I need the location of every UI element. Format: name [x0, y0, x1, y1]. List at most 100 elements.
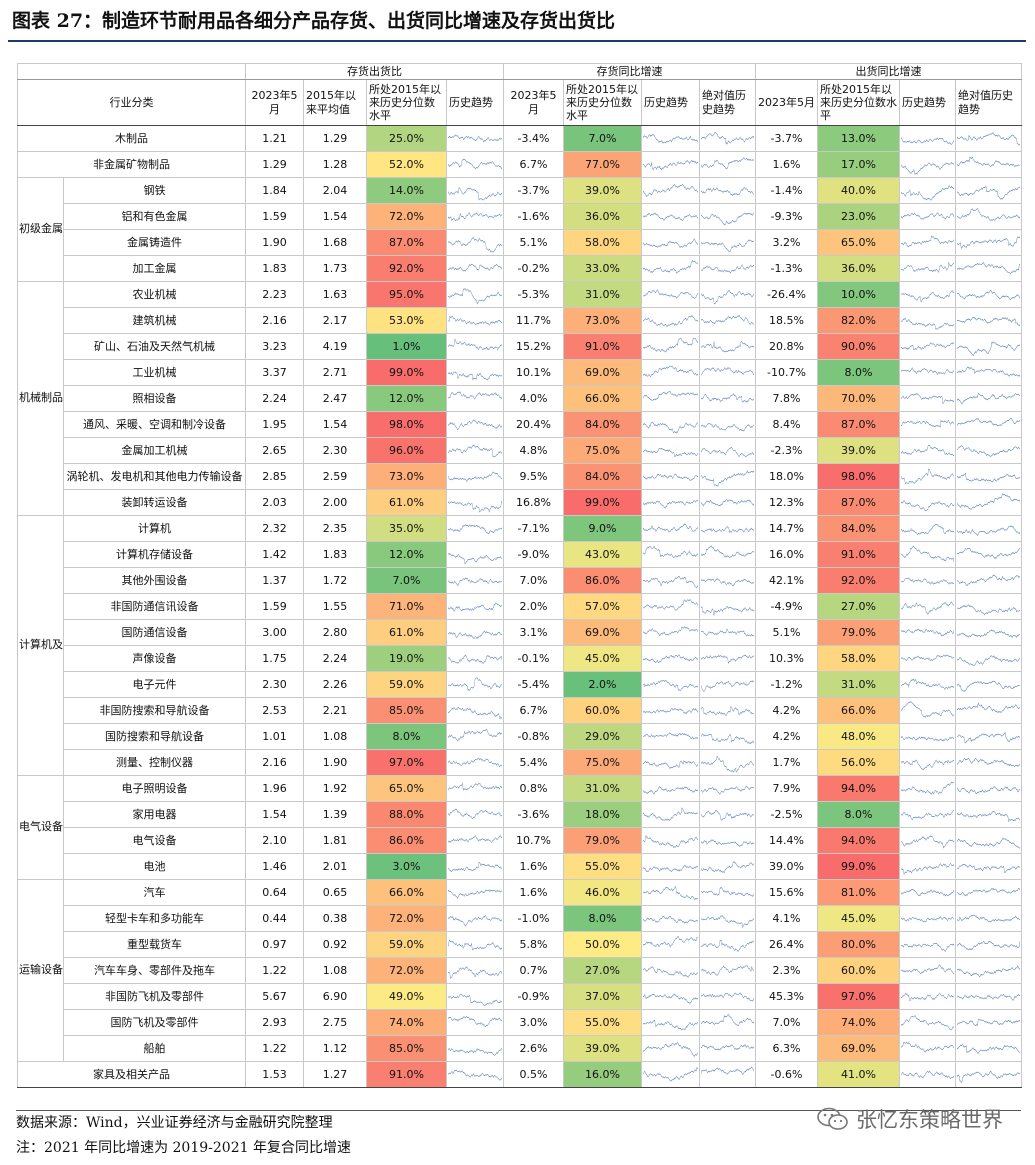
shipment-yoy: 45.3% — [755, 983, 818, 1010]
ratio-avg: 0.38 — [303, 905, 367, 932]
table-row: 计算机存储设备 1.42 1.83 12.0% -9.0% 43.0% 16.0% 91.0% — [18, 541, 1022, 568]
industry-name: 计算机存储设备 — [63, 541, 246, 568]
ratio-may: 1.83 — [245, 255, 304, 282]
table-row: 电子元件 2.30 2.26 59.0% -5.4% 2.0% -1.2% 31.0% — [18, 671, 1022, 698]
table-row: 运输设备 汽车 0.64 0.65 66.0% 1.6% 46.0% 15.6% 81.0% — [17, 879, 1022, 1062]
shipment-trend-sparkline — [899, 1035, 956, 1062]
inventory-yoy: 6.7% — [503, 697, 564, 724]
shipment-yoy: 42.1% — [755, 567, 818, 594]
inventory-trend-sparkline — [641, 827, 700, 854]
inventory-trend-sparkline — [641, 255, 700, 282]
ratio-percentile: 72.0% — [366, 957, 447, 984]
ratio-trend-sparkline — [446, 567, 504, 594]
inventory-yoy: 16.8% — [503, 489, 564, 516]
ratio-avg: 1.73 — [303, 255, 367, 282]
inventory-trend-sparkline — [641, 541, 700, 568]
ratio-trend-sparkline — [446, 619, 504, 646]
inventory-yoy: 4.8% — [503, 437, 564, 464]
inventory-abs-trend-sparkline — [699, 1061, 756, 1088]
ratio-may: 1.84 — [245, 177, 304, 204]
shipment-abs-trend-sparkline — [955, 229, 1022, 256]
inventory-trend-sparkline — [641, 411, 700, 438]
shipment-yoy: 20.8% — [755, 333, 818, 360]
industry-name: 船舶 — [63, 1035, 246, 1062]
shipment-trend-sparkline — [899, 567, 956, 594]
shipment-trend-sparkline — [899, 515, 956, 542]
footer-divider — [16, 1110, 1021, 1111]
ratio-trend-sparkline — [446, 723, 504, 750]
ratio-may: 2.93 — [245, 1009, 304, 1036]
shipment-trend-sparkline — [899, 931, 956, 958]
inventory-percentile: 50.0% — [563, 931, 642, 958]
inventory-yoy: 6.7% — [503, 151, 564, 178]
header-pct: 所处2015年以来历史分位数水平 — [366, 79, 447, 126]
shipment-trend-sparkline — [899, 593, 956, 620]
industry-name: 电气设备 — [63, 827, 246, 854]
ratio-avg: 2.24 — [303, 645, 367, 672]
shipment-percentile: 13.0% — [817, 125, 900, 152]
inventory-yoy: 5.1% — [503, 229, 564, 256]
ratio-avg: 2.80 — [303, 619, 367, 646]
ratio-may: 1.54 — [245, 801, 304, 828]
shipment-abs-trend-sparkline — [955, 515, 1022, 542]
ratio-may: 0.44 — [245, 905, 304, 932]
ratio-percentile: 97.0% — [366, 749, 447, 776]
ratio-percentile: 87.0% — [366, 229, 447, 256]
industry-name: 电池 — [63, 853, 246, 880]
inventory-trend-sparkline — [641, 645, 700, 672]
table-row: 国防通信设备 3.00 2.80 61.0% 3.1% 69.0% 5.1% 79.0% — [18, 619, 1022, 646]
shipment-percentile: 80.0% — [817, 931, 900, 958]
wechat-icon — [817, 1107, 848, 1130]
ratio-avg: 1.54 — [303, 411, 367, 438]
inventory-percentile: 33.0% — [563, 255, 642, 282]
header-may: 2023年5月 — [503, 79, 564, 126]
table-row: 金属铸造件 1.90 1.68 87.0% 5.1% 58.0% 3.2% 65.0% — [18, 229, 1022, 256]
inventory-abs-trend-sparkline — [699, 385, 756, 412]
shipment-abs-trend-sparkline — [955, 151, 1022, 178]
table-row: 国防搜索和导航设备 1.01 1.08 8.0% -0.8% 29.0% 4.2% 48.0% — [18, 723, 1022, 750]
industry-name: 铝和有色金属 — [63, 203, 246, 230]
header-trend: 历史趋势 — [899, 79, 956, 126]
ratio-may: 2.53 — [245, 697, 304, 724]
inventory-yoy: 5.4% — [503, 749, 564, 776]
table-row: 通风、采暖、空调和制冷设备 1.95 1.54 98.0% 20.4% 84.0% 8.4%… — [18, 411, 1022, 438]
inventory-yoy: 0.5% — [503, 1061, 564, 1088]
shipment-trend-sparkline — [899, 151, 956, 178]
shipment-yoy: -2.5% — [755, 801, 818, 828]
inventory-abs-trend-sparkline — [699, 931, 756, 958]
inventory-percentile: 91.0% — [563, 333, 642, 360]
shipment-abs-trend-sparkline — [955, 697, 1022, 724]
industry-name: 国防飞机及零部件 — [63, 1009, 246, 1036]
table-row: 建筑机械 2.16 2.17 53.0% 11.7% 73.0% 18.5% 82.0% — [18, 307, 1022, 334]
ratio-avg: 1.68 — [303, 229, 367, 256]
industry-name: 矿山、石油及天然气机械 — [63, 333, 246, 360]
ratio-percentile: 98.0% — [366, 411, 447, 438]
industry-name: 电子元件 — [63, 671, 246, 698]
shipment-trend-sparkline — [899, 437, 956, 464]
industry-name: 木制品 — [17, 125, 246, 152]
inventory-percentile: 45.0% — [563, 645, 642, 672]
industry-name: 家用电器 — [63, 801, 246, 828]
inventory-yoy: 3.1% — [503, 619, 564, 646]
table-row: 非国防飞机及零部件 5.67 6.90 49.0% -0.9% 37.0% 45.3% 97.… — [18, 983, 1022, 1010]
shipment-percentile: 87.0% — [817, 489, 900, 516]
header-trend: 历史趋势 — [641, 79, 700, 126]
inventory-abs-trend-sparkline — [699, 281, 756, 308]
header-may: 2023年5月 — [245, 79, 304, 126]
ratio-trend-sparkline — [446, 281, 504, 308]
shipment-yoy: 4.1% — [755, 905, 818, 932]
inventory-percentile: 39.0% — [563, 1035, 642, 1062]
ratio-avg: 2.17 — [303, 307, 367, 334]
group-label: 电气设备、电器和组件 — [17, 775, 64, 880]
shipment-trend-sparkline — [899, 723, 956, 750]
ratio-trend-sparkline — [446, 697, 504, 724]
inventory-percentile: 39.0% — [563, 177, 642, 204]
ratio-percentile: 52.0% — [366, 151, 447, 178]
inventory-trend-sparkline — [641, 515, 700, 542]
shipment-abs-trend-sparkline — [955, 1035, 1022, 1062]
shipment-abs-trend-sparkline — [955, 385, 1022, 412]
shipment-trend-sparkline — [899, 827, 956, 854]
group-label: 计算机及电子产品: — [17, 515, 64, 776]
inventory-yoy: 2.6% — [503, 1035, 564, 1062]
industry-name: 轻型卡车和多功能车 — [63, 905, 246, 932]
